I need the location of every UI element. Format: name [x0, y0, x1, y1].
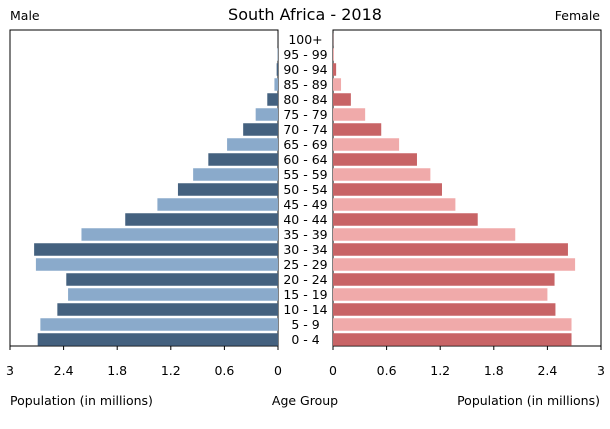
male-bar-35-39 [81, 228, 278, 241]
male-bar-70-74 [243, 123, 278, 136]
male-panel [10, 30, 278, 346]
female-panel [333, 30, 601, 346]
female-tick-label: 0.6 [377, 363, 397, 378]
age-label: 35 - 39 [283, 227, 327, 242]
male-tick-label: 2.4 [54, 363, 74, 378]
male-bar-55-59 [193, 168, 278, 181]
male-bar-45-49 [157, 198, 278, 211]
female-bar-25-29 [333, 258, 575, 271]
age-label: 100+ [288, 32, 322, 47]
age-label: 30 - 34 [283, 242, 327, 257]
female-tick-label: 2.4 [537, 363, 557, 378]
female-bar-90-94 [333, 63, 336, 76]
female-bar-55-59 [333, 168, 430, 181]
age-group-axis-label: Age Group [272, 393, 338, 408]
age-label: 70 - 74 [283, 122, 327, 137]
age-label: 45 - 49 [283, 197, 327, 212]
male-bar-85-89 [274, 78, 278, 91]
age-label: 0 - 4 [291, 332, 319, 347]
female-bar-5-9 [333, 318, 572, 331]
male-bar-20-24 [66, 273, 278, 286]
male-tick-label: 0 [274, 363, 282, 378]
female-axis-label: Population (in millions) [457, 393, 600, 408]
age-label: 95 - 99 [283, 47, 327, 62]
male-tick-label: 1.8 [107, 363, 127, 378]
male-tick-label: 0.6 [214, 363, 234, 378]
male-bar-15-19 [68, 288, 278, 301]
chart-title: South Africa - 2018 [228, 5, 382, 24]
age-label: 55 - 59 [283, 167, 327, 182]
male-bar-5-9 [40, 318, 278, 331]
age-label: 85 - 89 [283, 77, 327, 92]
male-bar-40-44 [125, 213, 278, 226]
male-tick-label: 1.2 [161, 363, 181, 378]
age-label: 75 - 79 [283, 107, 327, 122]
age-label: 60 - 64 [283, 152, 327, 167]
male-bar-0-4 [38, 333, 278, 346]
male-label: Male [10, 8, 40, 23]
female-bar-40-44 [333, 213, 478, 226]
female-bar-65-69 [333, 138, 399, 151]
age-label: 90 - 94 [283, 62, 327, 77]
male-bar-65-69 [227, 138, 278, 151]
male-bar-10-14 [57, 303, 278, 316]
female-tick-label: 1.8 [484, 363, 504, 378]
age-label: 65 - 69 [283, 137, 327, 152]
age-label: 25 - 29 [283, 257, 327, 272]
age-label: 10 - 14 [283, 302, 327, 317]
male-bar-50-54 [178, 183, 278, 196]
age-label: 20 - 24 [283, 272, 327, 287]
female-tick-label: 1.2 [430, 363, 450, 378]
female-bar-95-99 [333, 48, 334, 61]
age-label: 40 - 44 [283, 212, 327, 227]
female-label: Female [555, 8, 601, 23]
male-bar-60-64 [208, 153, 278, 166]
female-bar-70-74 [333, 123, 381, 136]
male-bar-90-94 [277, 63, 278, 76]
female-bar-75-79 [333, 108, 365, 121]
male-bar-25-29 [36, 258, 278, 271]
female-bar-20-24 [333, 273, 555, 286]
male-axis-label: Population (in millions) [10, 393, 153, 408]
female-bar-85-89 [333, 78, 341, 91]
female-bar-80-84 [333, 93, 351, 106]
male-bar-80-84 [267, 93, 278, 106]
female-bar-60-64 [333, 153, 417, 166]
female-bar-45-49 [333, 198, 455, 211]
female-bar-35-39 [333, 228, 515, 241]
age-label: 80 - 84 [283, 92, 327, 107]
male-tick-label: 3 [6, 363, 14, 378]
age-label: 5 - 9 [291, 317, 319, 332]
age-label: 50 - 54 [283, 182, 327, 197]
female-bar-0-4 [333, 333, 572, 346]
age-label: 15 - 19 [283, 287, 327, 302]
female-bar-15-19 [333, 288, 547, 301]
female-bar-10-14 [333, 303, 555, 316]
female-tick-label: 3 [597, 363, 605, 378]
male-bar-75-79 [256, 108, 278, 121]
female-bar-50-54 [333, 183, 442, 196]
female-bar-30-34 [333, 243, 568, 256]
male-bar-30-34 [34, 243, 278, 256]
female-tick-label: 0 [329, 363, 337, 378]
